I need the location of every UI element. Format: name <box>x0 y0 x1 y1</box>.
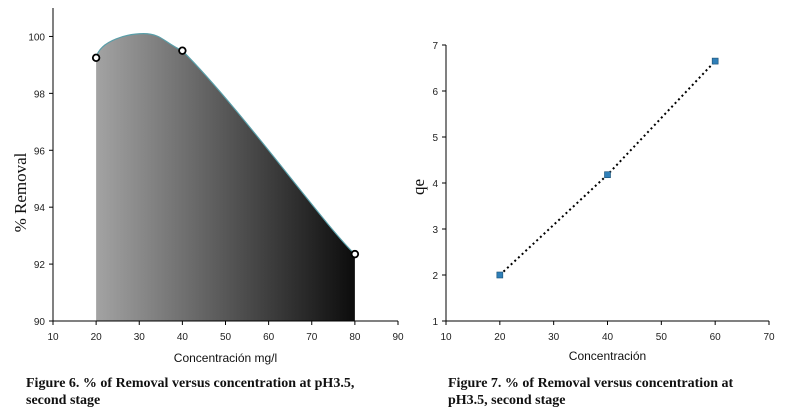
qe-data-point <box>496 271 504 279</box>
y-tick-label: 3 <box>432 225 438 236</box>
y-tick-label: 7 <box>432 41 438 52</box>
x-tick-label: 70 <box>306 332 318 343</box>
y-tick-label: 2 <box>432 271 438 282</box>
x-tick-label: 40 <box>602 332 614 343</box>
y-tick-label: 98 <box>34 89 46 100</box>
qe-line-chart: 1 2 3 4 5 6 7 10 20 30 40 50 60 70 Concentración qe <box>409 41 775 363</box>
x-tick-label: 70 <box>763 332 775 343</box>
x-tick-label: 30 <box>548 332 560 343</box>
x-tick-label: 50 <box>220 332 232 343</box>
x-tick-label: 80 <box>349 332 361 343</box>
y-tick-label: 94 <box>34 203 46 214</box>
y-tick-label: 6 <box>432 87 438 98</box>
removal-data-point <box>91 53 101 62</box>
x-tick-label: 10 <box>440 332 452 343</box>
x-tick-label: 60 <box>263 332 275 343</box>
figure-6-caption: Figure 6. % of Removal versus concentrat… <box>26 376 355 408</box>
x-tick-label: 90 <box>392 332 404 343</box>
x-axis-title: Concentración <box>569 349 646 363</box>
x-axis-title: Concentración mg/l <box>174 351 277 365</box>
x-tick-label: 10 <box>47 332 59 343</box>
figure-7-caption: Figure 7. % of Removal versus concentrat… <box>448 376 734 408</box>
qe-series-line <box>499 60 716 276</box>
y-tick-label: 96 <box>34 146 46 157</box>
qe-data-point <box>711 57 719 65</box>
y-tick-label: 4 <box>432 179 438 190</box>
y-axis-title: % Removal <box>11 152 30 232</box>
removal-area-fill <box>96 33 355 321</box>
y-tick-label: 100 <box>28 32 45 43</box>
removal-data-point <box>350 249 360 259</box>
x-tick-label: 60 <box>710 332 722 343</box>
y-tick-label: 92 <box>34 260 46 271</box>
y-tick-label: 1 <box>432 317 438 328</box>
y-tick-label: 5 <box>432 133 438 144</box>
x-tick-label: 30 <box>134 332 146 343</box>
removal-data-point <box>178 46 187 55</box>
x-tick-label: 20 <box>91 332 103 343</box>
y-tick-label: 90 <box>34 317 46 328</box>
qe-data-point <box>604 171 611 179</box>
y-axis-title: qe <box>409 179 428 195</box>
x-tick-label: 40 <box>177 332 189 343</box>
x-tick-label: 50 <box>656 332 668 343</box>
x-tick-label: 20 <box>494 332 506 343</box>
removal-area-chart: 90 92 94 96 98 100 10 20 30 40 50 60 70 80 90 Concentra… <box>11 8 404 365</box>
